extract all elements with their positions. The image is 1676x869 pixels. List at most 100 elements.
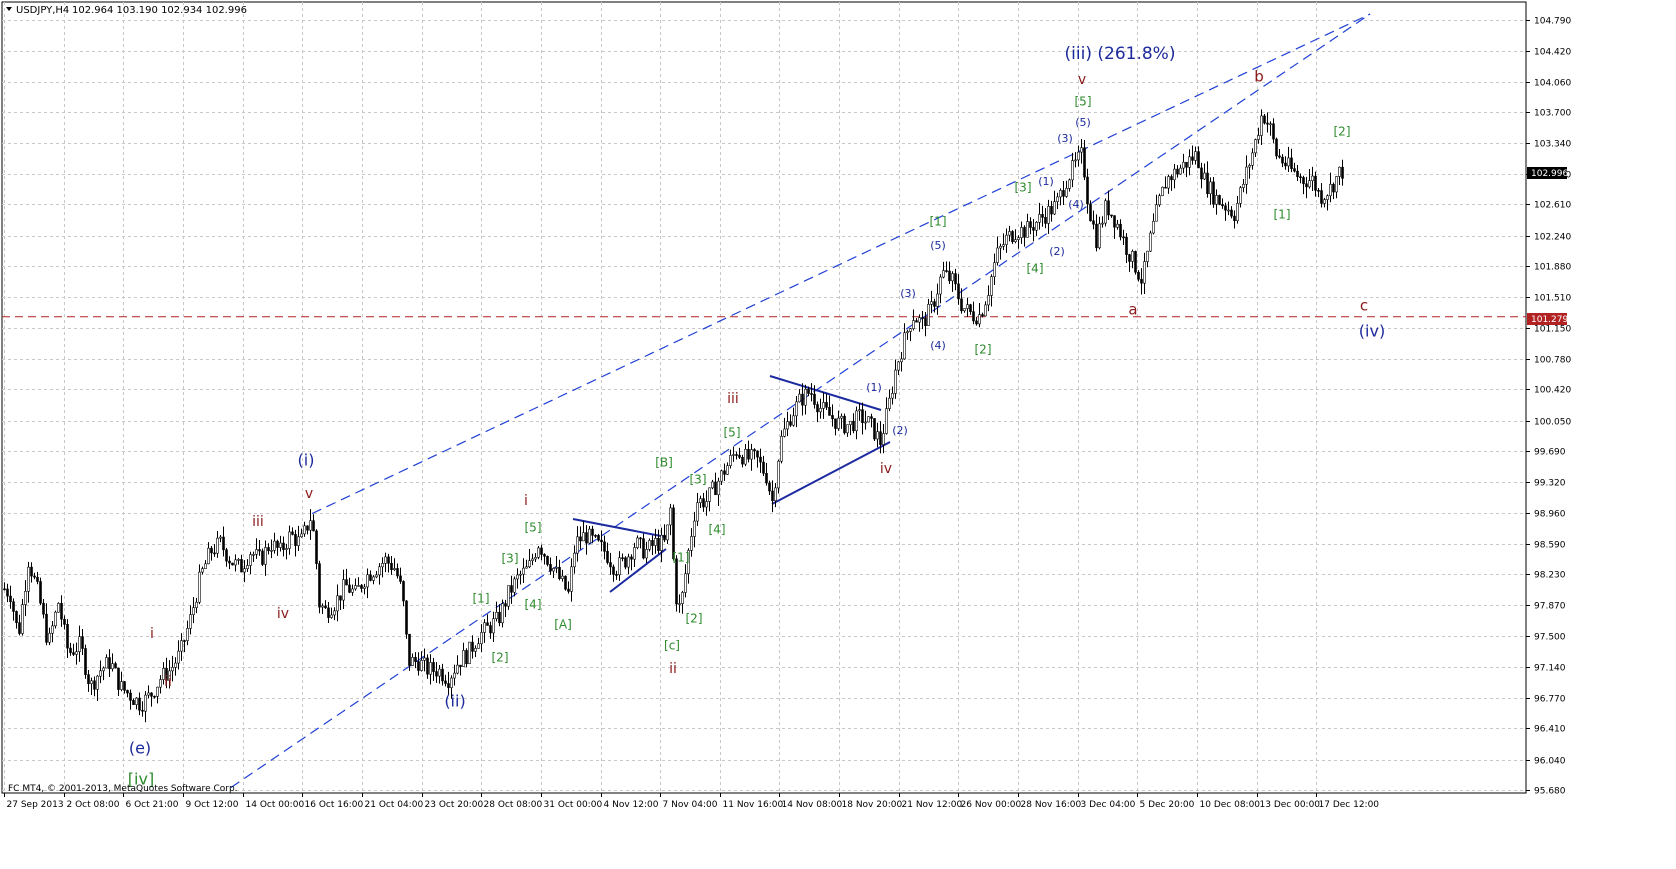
candle xyxy=(555,556,558,574)
candle xyxy=(426,654,429,679)
candle xyxy=(462,642,465,667)
candle xyxy=(1326,194,1329,211)
candle-body xyxy=(1143,261,1146,284)
candle-body xyxy=(108,657,111,670)
candle xyxy=(621,553,624,562)
candle-body xyxy=(1263,115,1266,124)
candle xyxy=(72,643,75,657)
candle-body xyxy=(1014,239,1017,243)
x-tick-label: 10 Dec 08:00 xyxy=(1200,800,1261,810)
candle xyxy=(636,535,639,550)
candle-body xyxy=(1044,217,1047,224)
y-tick-label: 104.790 xyxy=(1534,17,1571,27)
candle xyxy=(1071,152,1074,188)
candle-body xyxy=(1332,183,1335,193)
candle-body xyxy=(51,625,54,634)
candle-body xyxy=(33,575,36,578)
candle xyxy=(234,554,237,572)
candle xyxy=(981,312,984,318)
candle-body xyxy=(924,317,927,327)
candle xyxy=(984,301,987,317)
candle-body xyxy=(528,560,531,568)
candle-body xyxy=(180,640,183,652)
candle-body xyxy=(474,648,477,652)
candle-body xyxy=(1296,170,1299,177)
candle xyxy=(414,652,417,669)
candle-body xyxy=(942,270,945,278)
candle-body xyxy=(621,557,624,560)
candle-body xyxy=(348,584,351,593)
candle-body xyxy=(588,528,591,544)
candle-body xyxy=(882,433,885,445)
candle xyxy=(1059,188,1062,206)
wave-label: v xyxy=(305,486,313,502)
candle-body xyxy=(1047,205,1050,224)
candle-body xyxy=(387,556,390,564)
candle xyxy=(1182,153,1185,174)
candle xyxy=(1005,228,1008,253)
candle-body xyxy=(1338,166,1341,177)
y-tick-label: 103.340 xyxy=(1534,140,1571,150)
candle-body xyxy=(1068,179,1071,189)
candle xyxy=(1257,127,1260,144)
candle-body xyxy=(672,507,675,560)
candle-body xyxy=(510,585,513,593)
candle-body xyxy=(315,530,318,564)
candle-body xyxy=(891,393,894,399)
candle-body xyxy=(918,317,921,323)
candle xyxy=(1146,250,1149,268)
candle-body xyxy=(345,579,348,586)
candle-body xyxy=(447,683,450,688)
candle xyxy=(117,667,120,696)
candle-body xyxy=(1038,214,1041,223)
candle xyxy=(978,303,981,328)
dropdown-triangle-icon[interactable] xyxy=(6,7,12,11)
candle-body xyxy=(555,566,558,569)
candle-body xyxy=(804,388,807,406)
candle-body xyxy=(1278,155,1281,158)
candle xyxy=(345,568,348,586)
candle xyxy=(732,446,735,462)
candle-body xyxy=(669,507,672,526)
candle xyxy=(1110,214,1113,218)
candle xyxy=(1203,163,1206,181)
candle-body xyxy=(456,664,459,674)
candle-body xyxy=(1008,231,1011,236)
candle xyxy=(177,640,180,670)
candle xyxy=(609,552,612,575)
y-tick-label: 98.230 xyxy=(1534,571,1566,581)
candle-body xyxy=(1146,250,1149,262)
candle-body xyxy=(741,456,744,465)
candle xyxy=(3,582,6,591)
candle-body xyxy=(234,559,237,566)
candle-body xyxy=(717,480,720,496)
candle xyxy=(282,536,285,557)
candle xyxy=(774,482,777,508)
candle xyxy=(630,554,633,571)
ohlc-label: 102.964 103.190 102.934 102.996 xyxy=(72,5,247,16)
candle xyxy=(381,557,384,578)
candle xyxy=(546,555,549,567)
candle xyxy=(840,413,843,429)
candle xyxy=(540,544,543,561)
candle xyxy=(24,580,27,617)
candle-body xyxy=(999,245,1002,249)
candle xyxy=(168,660,171,689)
candle-body xyxy=(189,614,192,629)
candle xyxy=(615,570,618,580)
candle xyxy=(504,599,507,618)
candle-body xyxy=(819,408,822,413)
wave-label: (4) xyxy=(930,339,946,352)
candle-body xyxy=(126,690,129,694)
candle-body xyxy=(1137,271,1140,280)
candle xyxy=(678,594,681,613)
candle-body xyxy=(132,700,135,705)
candle xyxy=(738,447,741,459)
candle-body xyxy=(1041,214,1044,218)
candle-body xyxy=(258,549,261,552)
candle xyxy=(1287,146,1290,172)
candle xyxy=(99,660,102,684)
candle-body xyxy=(489,625,492,634)
candle xyxy=(864,410,867,430)
x-tick-label: 9 Oct 12:00 xyxy=(186,800,239,810)
